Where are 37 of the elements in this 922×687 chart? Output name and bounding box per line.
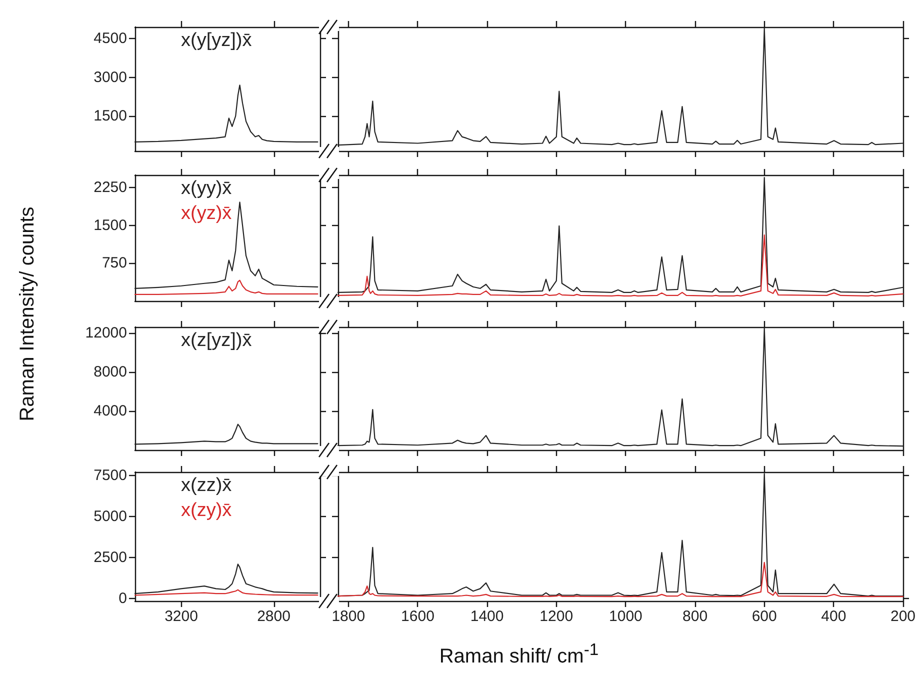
x-tick-label: 600: [752, 608, 777, 625]
line-series: [134, 84, 318, 143]
x-tick-label: 1800: [332, 608, 366, 625]
line-series: [134, 280, 318, 295]
x-tick-label: 1000: [609, 608, 642, 625]
y-tick-label: 750: [102, 254, 127, 272]
x-tick-label: 1200: [540, 608, 574, 625]
x-tick-label: 1400: [470, 608, 504, 625]
y-tick-label: 7500: [94, 466, 127, 484]
y-tick-label: 1500: [94, 216, 127, 234]
y-tick-label: 5000: [94, 508, 127, 525]
x-tick-label: 1600: [401, 608, 434, 625]
y-tick-label: 3000: [94, 68, 127, 86]
y-tick-label: 4000: [94, 402, 127, 420]
series-label: x(yy)x̄: [181, 178, 232, 199]
y-tick-label: 0: [118, 590, 127, 608]
x-tick-label: 2800: [257, 608, 290, 625]
text: x(z[yz])x̄: [181, 330, 252, 351]
y-tick-label: 8000: [94, 363, 127, 380]
y-tick-label: 4500: [94, 30, 127, 48]
y-axis-title: Raman Intensity/ counts: [16, 206, 40, 422]
x-tick-label: 800: [682, 608, 708, 625]
x-axis-title: Raman shift/ cm$^{-1}$: [439, 640, 599, 669]
series-label: x(y[yz])x̄: [181, 30, 252, 51]
y-tick-label: 2250: [94, 179, 127, 196]
line-series: [134, 202, 318, 289]
y-tick-label: 1500: [94, 108, 127, 125]
text: x(zy)x̄: [181, 500, 232, 521]
text: x(yz)x̄: [181, 203, 232, 224]
y-tick-label: 2500: [94, 548, 127, 566]
y-tick-label: 12000: [85, 324, 127, 342]
text: x(zz)x̄: [181, 475, 232, 496]
line-series: [134, 424, 318, 445]
x-tick-label: 200: [890, 608, 916, 625]
x-tick-label: 400: [821, 608, 846, 625]
line-series: [134, 564, 318, 594]
x-tick-label: 3200: [164, 608, 198, 625]
